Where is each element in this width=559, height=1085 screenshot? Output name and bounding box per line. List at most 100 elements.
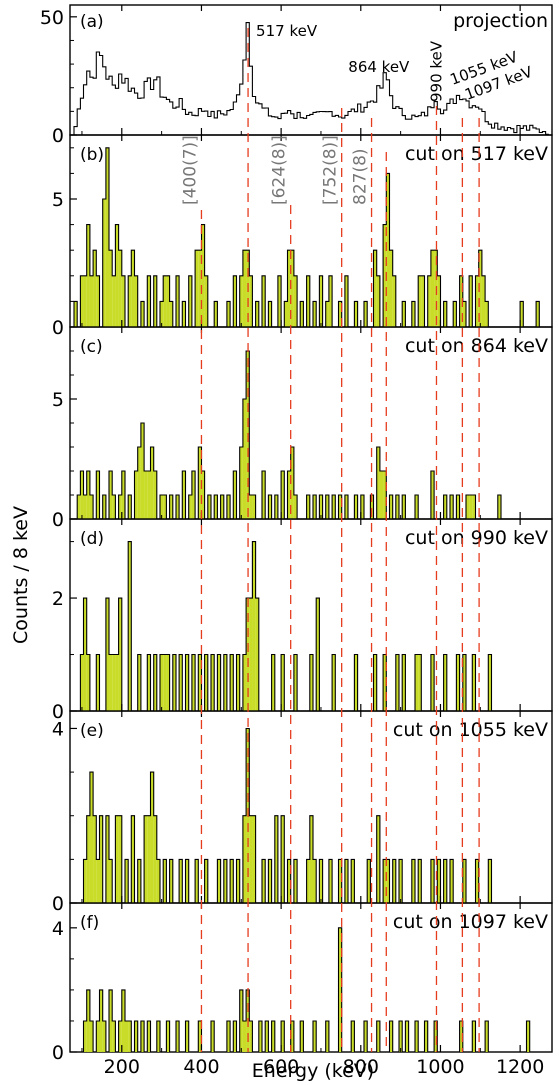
histogram (76, 350, 502, 519)
histogram-bin (427, 275, 431, 327)
x-axis: 200 400 600 800 1000 1200 (104, 1056, 545, 1078)
histogram-bin (134, 471, 138, 519)
histogram-bin (121, 989, 125, 1052)
panel-tag: (c) (80, 337, 103, 357)
histogram-bin (144, 815, 148, 903)
histogram-bin (163, 654, 167, 711)
histogram-bin (443, 495, 447, 519)
panel-label: cut on 1097 keV (393, 911, 548, 933)
histogram-bin (376, 815, 380, 903)
histogram-bin (246, 598, 250, 711)
histogram-bin (402, 495, 406, 519)
panel-tag: (e) (80, 721, 104, 741)
histogram-bin (175, 275, 180, 327)
histogram-bin (411, 301, 415, 327)
histogram-bin (274, 815, 278, 903)
histogram-bin (338, 859, 342, 903)
histogram-bin (191, 654, 196, 711)
histogram-bin (443, 301, 447, 327)
histogram-bin (287, 471, 291, 519)
histogram-bin (99, 989, 103, 1052)
histogram-bin (211, 654, 215, 711)
x-axis-label: Energy (keV) (252, 1060, 374, 1082)
histogram-bin (166, 654, 170, 711)
histogram-bin (144, 471, 148, 519)
histogram-bin (389, 250, 393, 327)
histogram-bin (485, 1020, 489, 1052)
histogram-bin (262, 471, 266, 519)
histogram-bin (239, 989, 243, 1052)
histogram-bin (109, 859, 113, 903)
histogram-bin (179, 654, 183, 711)
histogram-bin (118, 815, 122, 903)
histogram-bin (153, 815, 157, 903)
histogram-bin (481, 275, 486, 327)
histogram-bin (156, 859, 161, 903)
histogram-bin (354, 495, 358, 519)
histogram-bin (242, 250, 247, 327)
histogram-bin (450, 495, 454, 519)
histogram-bin (338, 927, 342, 1052)
histogram-bin (96, 859, 100, 903)
histogram-bin (300, 301, 304, 327)
y-tick-label: 50 (40, 7, 64, 29)
histogram-bin (402, 654, 406, 711)
histogram-bin (293, 495, 298, 519)
histogram-bin (488, 859, 492, 903)
histogram-bin (93, 815, 97, 903)
histogram-bin (121, 471, 125, 519)
x-tick-label: 400 (183, 1056, 219, 1078)
histogram-bin (242, 654, 247, 711)
histogram-bin (137, 447, 141, 519)
histogram-bin (373, 250, 377, 327)
histogram-bin (207, 495, 212, 519)
peak-label: 864 keV (348, 58, 410, 76)
histogram-bin (233, 1020, 237, 1052)
histogram-bin (102, 199, 106, 327)
peak-label: 990 keV (427, 40, 445, 102)
histogram-bin (89, 772, 94, 903)
histogram-bin (424, 1020, 428, 1052)
x-tick-label: 800 (343, 1056, 379, 1078)
histogram-bin (124, 859, 129, 903)
histogram-outline (82, 727, 493, 903)
histogram-bin (226, 495, 231, 519)
histogram-bin (175, 495, 180, 519)
histogram-bin (462, 301, 466, 327)
histogram-bin (80, 275, 84, 327)
histogram-bin (383, 654, 387, 711)
histogram-bin (204, 275, 208, 327)
histogram-bin (217, 654, 221, 711)
histogram-bin (370, 495, 374, 519)
histogram-bin (312, 301, 317, 327)
histogram-bin (131, 815, 135, 903)
histogram-bin (249, 1020, 253, 1052)
x-tick-label: 1200 (496, 1056, 544, 1078)
histogram-bin (287, 250, 291, 327)
histogram-bin (109, 250, 113, 327)
histogram-bin (112, 654, 116, 711)
histogram-bin (195, 859, 199, 903)
histogram-bin (109, 989, 113, 1052)
histogram-bin (109, 471, 113, 519)
histogram-bin (230, 654, 234, 711)
histogram-outline (79, 541, 493, 711)
histogram-bin (137, 859, 141, 903)
histogram-bin (453, 301, 457, 327)
panel-f: 0 4 (f) cut on 1097 keV (52, 902, 553, 1064)
histogram-bin (239, 275, 243, 327)
histogram-outline (73, 147, 540, 327)
histogram-bin (233, 275, 237, 327)
panel-frame (69, 902, 553, 1053)
panel-label: cut on 990 keV (405, 527, 548, 549)
peak-label: 517 keV (256, 22, 318, 40)
histogram-bin (249, 495, 253, 519)
histogram-bin (316, 598, 320, 711)
histogram-bin (392, 275, 396, 327)
histogram-bin (121, 275, 125, 327)
histogram-bin (160, 495, 164, 519)
histogram-bin (137, 654, 141, 711)
histogram-bin (252, 495, 256, 519)
histogram-bin (204, 859, 208, 903)
